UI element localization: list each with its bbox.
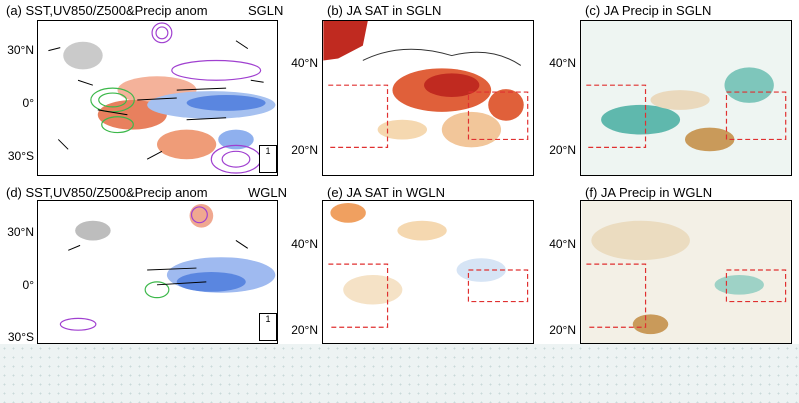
lat-label: 30°N [7,225,34,239]
panel-c-svg [581,21,791,175]
lat-label: 30°N [7,43,34,57]
panel-b-svg [323,21,529,148]
panel-f-svg [581,201,791,343]
lat-label: 20°N [549,323,576,337]
panel-d-title: (d) SST,UV850/Z500&Precip anom [6,185,208,200]
panel-f-title: (f) JA Precip in WGLN [585,185,713,200]
vector-key: 1 [259,313,277,341]
panel-b-map [322,20,534,176]
lat-label: 0° [22,96,34,110]
panel-c-map [580,20,792,176]
panel-e-map [322,200,534,344]
panel-c-title: (c) JA Precip in SGLN [585,3,712,18]
panel-b-title: (b) JA SAT in SGLN [327,3,442,18]
lat-label: 40°N [291,56,318,70]
lat-label: 20°N [549,143,576,157]
panel-e-svg [328,202,529,328]
panel-d-tag: WGLN [248,185,287,200]
background-pattern [0,344,799,403]
lat-label: 20°N [291,143,318,157]
panel-e-title: (e) JA SAT in WGLN [327,185,445,200]
panel-d-map: 1 [37,200,278,344]
lat-label: 0° [22,278,34,292]
vector-key: 1 [259,145,277,173]
lat-label: 30°S [7,330,34,344]
lat-label: 40°N [291,237,318,251]
panel-a-svg [48,22,276,174]
panel-a-title: (a) SST,UV850/Z500&Precip anom [6,3,208,18]
lat-label: 20°N [291,323,318,337]
panel-d-svg [59,203,276,331]
lat-label: 40°N [549,237,576,251]
lat-label: 40°N [549,56,576,70]
panel-a-map: 1 [37,20,278,176]
lat-label: 30°S [7,149,34,163]
panel-a-tag: SGLN [248,3,284,18]
panel-f-map [580,200,792,344]
